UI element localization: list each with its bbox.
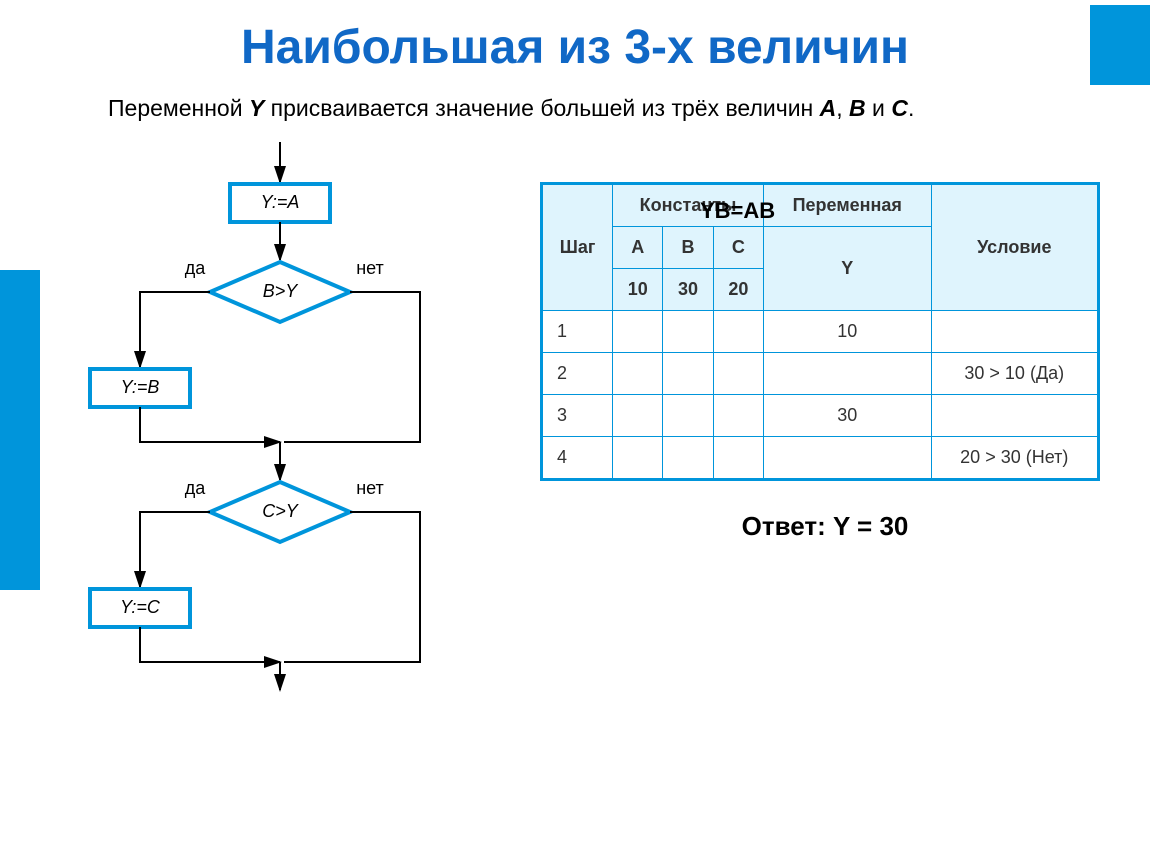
node-cond2: C>Y — [262, 501, 300, 521]
table-row: 2 30 > 10 (Да) — [542, 353, 1099, 395]
cell-a — [613, 353, 663, 395]
node-cond1: B>Y — [263, 281, 300, 301]
cond1-no-label: нет — [356, 258, 384, 278]
th-c: C — [713, 227, 763, 269]
desc-t5: . — [908, 95, 914, 121]
th-b: B — [663, 227, 713, 269]
table-row: 4 20 > 30 (Нет) — [542, 437, 1099, 480]
cell-y: 10 — [763, 311, 931, 353]
desc-t2: присваивается значение большей из трёх в… — [264, 95, 819, 121]
th-y: Y — [763, 227, 931, 311]
desc-v2: A — [820, 95, 837, 121]
th-a: A — [613, 227, 663, 269]
cell-c — [713, 311, 763, 353]
cell-a — [613, 311, 663, 353]
desc-v3: B — [849, 95, 866, 121]
node-assign1: Y:=A — [261, 192, 300, 212]
cell-cond — [931, 311, 1098, 353]
cond2-no-label: нет — [356, 478, 384, 498]
desc-t3: , — [836, 95, 849, 121]
cell-step: 1 — [542, 311, 613, 353]
desc-v4: C — [891, 95, 908, 121]
cell-b — [663, 311, 713, 353]
table-row: 1 10 — [542, 311, 1099, 353]
flowchart-svg: Y:=A B>Y да нет Y:=B C>Y да нет — [40, 132, 520, 692]
cond1-yes-label: да — [185, 258, 207, 278]
th-step: Шаг — [542, 184, 613, 311]
answer-label: Ответ — [742, 511, 817, 541]
cell-cond — [931, 395, 1098, 437]
cond2-yes-label: да — [185, 478, 207, 498]
cell-a — [613, 395, 663, 437]
trace-table: Шаг Константы Переменная Условие A B C Y… — [540, 182, 1100, 481]
cell-c — [713, 353, 763, 395]
th-variable: Переменная — [763, 184, 931, 227]
cell-step: 3 — [542, 395, 613, 437]
overlay-text: YВ=АВ — [700, 198, 775, 224]
cell-y: 30 — [763, 395, 931, 437]
decor-bar-bottom — [0, 270, 40, 590]
desc-t1: Переменной — [108, 95, 249, 121]
val-c: 20 — [713, 269, 763, 311]
desc-v1: Y — [249, 95, 264, 121]
node-assign2: Y:=B — [121, 377, 160, 397]
cell-step: 4 — [542, 437, 613, 480]
desc-t4: и — [866, 95, 892, 121]
cell-c — [713, 437, 763, 480]
cell-cond: 30 > 10 (Да) — [931, 353, 1098, 395]
cell-cond: 20 > 30 (Нет) — [931, 437, 1098, 480]
cell-b — [663, 353, 713, 395]
val-b: 30 — [663, 269, 713, 311]
th-condition: Условие — [931, 184, 1098, 311]
cell-step: 2 — [542, 353, 613, 395]
decor-bar-top — [1090, 5, 1150, 85]
cell-a — [613, 437, 663, 480]
table-header-row: Шаг Константы Переменная Условие — [542, 184, 1099, 227]
description-text: Переменной Y присваивается значение боль… — [0, 75, 1150, 132]
val-a: 10 — [613, 269, 663, 311]
answer-value: Y = 30 — [833, 511, 908, 541]
cell-y — [763, 353, 931, 395]
cell-y — [763, 437, 931, 480]
answer-text: Ответ: Y = 30 — [540, 511, 1110, 542]
cell-b — [663, 437, 713, 480]
cell-c — [713, 395, 763, 437]
page-title: Наибольшая из 3-х величин — [0, 0, 1150, 75]
node-assign3: Y:=C — [120, 597, 161, 617]
trace-table-area: YВ=АВ Шаг Константы Переменная Условие A… — [520, 132, 1110, 692]
cell-b — [663, 395, 713, 437]
table-row: 3 30 — [542, 395, 1099, 437]
flowchart: Y:=A B>Y да нет Y:=B C>Y да нет — [40, 132, 520, 692]
